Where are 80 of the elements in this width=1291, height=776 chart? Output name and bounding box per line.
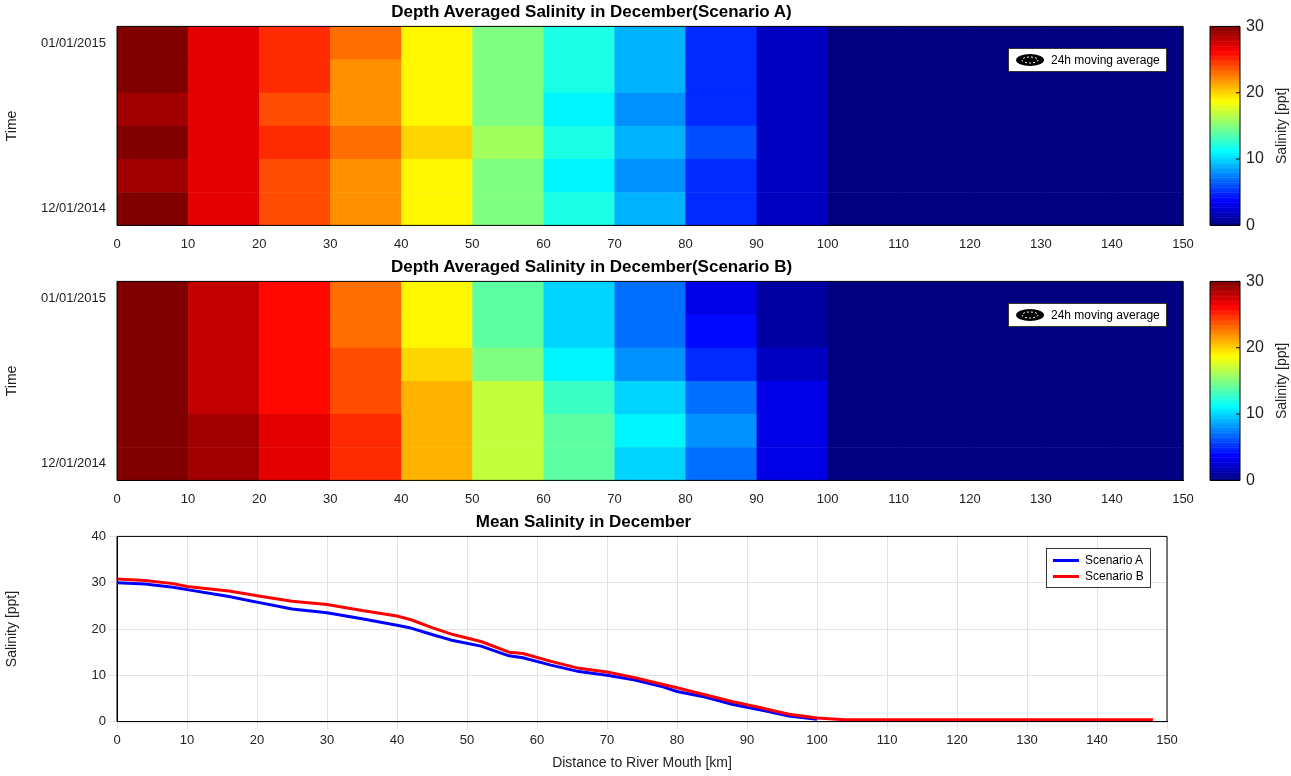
color-bar-label: 30 <box>1246 16 1264 34</box>
x-tick-label: 40 <box>394 235 409 251</box>
x-tick-label: 10 <box>180 235 196 251</box>
x-tick-label: 20 <box>251 235 267 251</box>
y-tick-label: 30 <box>91 574 106 590</box>
legend-box: 24h moving average <box>1008 302 1167 327</box>
x-tick-label: 40 <box>394 490 409 506</box>
color-bar-label: 0 <box>1246 215 1255 233</box>
color-bar-label: 20 <box>1246 338 1264 356</box>
x-tick-label: 100 <box>816 490 839 506</box>
color-bar-label: 10 <box>1246 404 1264 422</box>
x-tick-label: 30 <box>319 731 335 747</box>
x-tick-label: 80 <box>678 490 693 506</box>
y-axis-title: Salinity [ppt] <box>3 590 20 668</box>
x-tick-label: 30 <box>322 235 338 251</box>
x-tick-label: 120 <box>958 235 981 251</box>
color-bar-label: 10 <box>1246 149 1264 167</box>
x-tick-label: 0 <box>113 235 121 251</box>
legend-label: Scenario B <box>1085 568 1144 585</box>
x-tick-label: 90 <box>749 490 764 506</box>
x-tick-label: 60 <box>536 490 551 506</box>
x-tick-label: 0 <box>113 731 121 747</box>
x-tick-label: 100 <box>806 731 828 747</box>
x-tick-label: 120 <box>958 490 981 506</box>
x-tick-label: 10 <box>179 731 195 747</box>
y-tick-label: 40 <box>91 527 106 543</box>
color-bar-label: 0 <box>1246 470 1255 488</box>
x-tick-label: 50 <box>459 731 475 747</box>
y-tick-label: 20 <box>91 620 106 636</box>
legend-box: 24h moving average <box>1008 47 1167 72</box>
x-tick-label: 50 <box>465 235 480 251</box>
chart-title: Depth Averaged Salinity in December(Scenario B) <box>390 256 793 276</box>
x-tick-label: 130 <box>1016 731 1038 747</box>
x-axis-title: Distance to River Mouth [km] <box>552 754 732 771</box>
chart-title: Depth Averaged Salinity in December(Scenario A) <box>391 1 792 21</box>
x-tick-label: 140 <box>1101 235 1123 251</box>
x-tick-label: 140 <box>1086 731 1108 747</box>
x-tick-label: 70 <box>607 490 622 506</box>
x-tick-label: 20 <box>251 490 267 506</box>
x-tick-label: 60 <box>529 731 545 747</box>
x-tick-label: 150 <box>1172 490 1194 506</box>
color-bar-label: 30 <box>1246 271 1264 289</box>
x-tick-label: 20 <box>249 731 265 747</box>
annotation: 24h moving average <box>1051 306 1160 323</box>
x-tick-label: 150 <box>1172 235 1194 251</box>
y-tick-label: 12/01/2014 <box>40 455 106 471</box>
x-tick-label: 130 <box>1030 490 1052 506</box>
y-tick-label: 01/01/2015 <box>40 289 106 305</box>
x-tick-label: 150 <box>1156 731 1178 747</box>
y-axis-title: Time <box>3 365 20 397</box>
x-tick-label: 110 <box>888 235 910 251</box>
x-tick-label: 90 <box>739 731 755 747</box>
y-tick-label: 0 <box>98 713 106 729</box>
legend-label: Scenario A <box>1085 552 1144 569</box>
chart-title: Mean Salinity in December <box>475 511 692 531</box>
x-tick-label: 140 <box>1101 490 1123 506</box>
x-tick-label: 100 <box>816 235 839 251</box>
y-axis-title: Time <box>3 110 20 142</box>
y-tick-label: 10 <box>91 666 106 682</box>
x-tick-label: 130 <box>1030 235 1052 251</box>
x-tick-label: 60 <box>536 235 551 251</box>
y-tick-label: 12/01/2014 <box>40 200 106 216</box>
x-tick-label: 70 <box>599 731 615 747</box>
color-bar-label: 20 <box>1246 83 1264 101</box>
x-tick-label: 120 <box>946 731 968 747</box>
color-bar-title: Salinity [ppt] <box>1272 87 1289 165</box>
x-tick-label: 70 <box>607 235 622 251</box>
x-tick-label: 30 <box>322 490 338 506</box>
x-tick-label: 90 <box>749 235 764 251</box>
x-tick-label: 40 <box>389 731 405 747</box>
x-tick-label: 50 <box>465 490 480 506</box>
x-tick-label: 10 <box>180 490 196 506</box>
x-tick-label: 80 <box>678 235 693 251</box>
annotation: 24h moving average <box>1051 51 1160 68</box>
x-tick-label: 0 <box>113 490 121 506</box>
x-tick-label: 110 <box>876 731 898 747</box>
color-bar-title: Salinity [ppt] <box>1272 342 1289 420</box>
x-tick-label: 80 <box>669 731 685 747</box>
x-tick-label: 110 <box>888 490 910 506</box>
y-tick-label: 01/01/2015 <box>40 34 106 50</box>
